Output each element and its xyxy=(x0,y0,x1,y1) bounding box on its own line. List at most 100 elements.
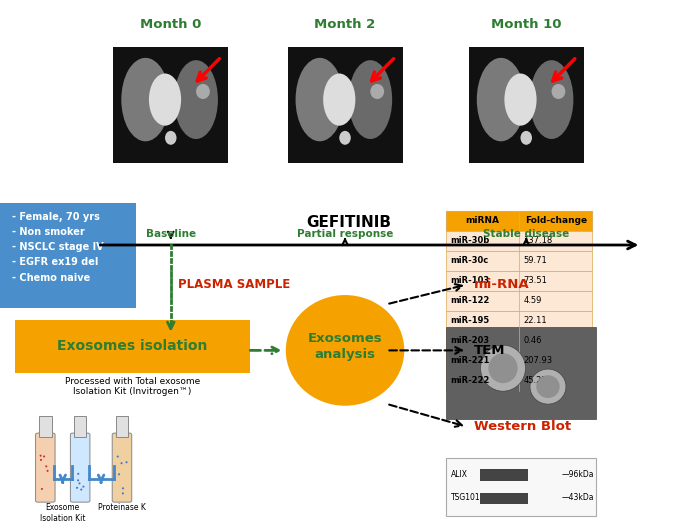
Ellipse shape xyxy=(348,60,392,139)
Ellipse shape xyxy=(40,455,42,457)
Text: mi-RNA: mi-RNA xyxy=(474,278,530,291)
FancyBboxPatch shape xyxy=(74,416,86,437)
Ellipse shape xyxy=(286,295,404,406)
Text: Stable disease: Stable disease xyxy=(483,229,569,239)
FancyBboxPatch shape xyxy=(36,433,55,502)
Text: 137.18: 137.18 xyxy=(523,237,553,246)
Text: GEFITINIB: GEFITINIB xyxy=(306,215,391,230)
FancyBboxPatch shape xyxy=(116,416,128,437)
Ellipse shape xyxy=(43,456,45,458)
FancyBboxPatch shape xyxy=(468,48,584,163)
Ellipse shape xyxy=(47,470,49,472)
Text: miR-30c: miR-30c xyxy=(450,256,489,265)
Text: miR-222: miR-222 xyxy=(450,376,489,385)
Ellipse shape xyxy=(480,345,526,391)
Ellipse shape xyxy=(536,375,560,398)
Text: Proteinase K: Proteinase K xyxy=(98,503,146,512)
Text: Baseline: Baseline xyxy=(146,229,196,239)
Ellipse shape xyxy=(149,73,181,126)
Ellipse shape xyxy=(477,58,525,142)
FancyBboxPatch shape xyxy=(113,48,229,163)
FancyBboxPatch shape xyxy=(480,469,528,481)
Text: 4.59: 4.59 xyxy=(523,296,542,305)
Text: 45.25: 45.25 xyxy=(523,376,547,385)
Ellipse shape xyxy=(323,73,355,126)
Text: miR-203: miR-203 xyxy=(450,336,489,345)
Text: miR-103: miR-103 xyxy=(450,276,489,285)
FancyBboxPatch shape xyxy=(70,433,90,502)
Text: Exosome
Isolation Kit: Exosome Isolation Kit xyxy=(40,503,86,523)
Ellipse shape xyxy=(370,84,384,99)
Text: 22.11: 22.11 xyxy=(523,316,547,325)
Ellipse shape xyxy=(551,84,565,99)
Ellipse shape xyxy=(116,456,118,458)
Text: - Female, 70 yrs
- Non smoker
- NSCLC stage IV
- EGFR ex19 del
- Chemo naive: - Female, 70 yrs - Non smoker - NSCLC st… xyxy=(12,212,103,282)
Text: Month 2: Month 2 xyxy=(314,17,376,31)
FancyBboxPatch shape xyxy=(446,251,592,271)
Ellipse shape xyxy=(165,131,176,145)
FancyBboxPatch shape xyxy=(446,311,592,331)
Text: Month 10: Month 10 xyxy=(491,17,562,31)
Text: —96kDa: —96kDa xyxy=(561,470,594,479)
Text: PLASMA SAMPLE: PLASMA SAMPLE xyxy=(178,278,290,291)
Text: miR-195: miR-195 xyxy=(450,316,489,325)
Ellipse shape xyxy=(45,465,47,467)
Ellipse shape xyxy=(174,60,218,139)
FancyBboxPatch shape xyxy=(446,331,592,351)
FancyBboxPatch shape xyxy=(446,271,592,291)
Ellipse shape xyxy=(41,488,43,490)
Text: 73.51: 73.51 xyxy=(523,276,547,285)
Ellipse shape xyxy=(339,131,351,145)
Text: Month 0: Month 0 xyxy=(140,17,201,31)
Ellipse shape xyxy=(122,492,124,494)
Text: miR-122: miR-122 xyxy=(450,296,489,305)
Ellipse shape xyxy=(196,84,210,99)
Text: 0.46: 0.46 xyxy=(523,336,542,345)
Ellipse shape xyxy=(121,462,123,464)
FancyBboxPatch shape xyxy=(112,433,132,502)
FancyBboxPatch shape xyxy=(446,371,592,391)
Ellipse shape xyxy=(489,353,518,383)
Text: TEM: TEM xyxy=(474,344,505,357)
Text: miR-221: miR-221 xyxy=(450,356,489,365)
Ellipse shape xyxy=(77,473,79,475)
Text: Exosomes
analysis: Exosomes analysis xyxy=(307,332,383,361)
Text: Fold-change: Fold-change xyxy=(525,216,587,225)
Ellipse shape xyxy=(76,487,78,489)
FancyBboxPatch shape xyxy=(446,458,596,516)
Ellipse shape xyxy=(521,131,532,145)
Text: ALIX: ALIX xyxy=(451,470,468,479)
Ellipse shape xyxy=(505,73,537,126)
Text: Exosomes isolation: Exosomes isolation xyxy=(57,340,208,353)
FancyBboxPatch shape xyxy=(446,327,596,419)
Ellipse shape xyxy=(530,60,574,139)
Text: TSG101: TSG101 xyxy=(451,493,481,502)
Ellipse shape xyxy=(125,461,128,464)
Text: miR-30b: miR-30b xyxy=(450,237,489,246)
FancyBboxPatch shape xyxy=(446,231,592,251)
Ellipse shape xyxy=(296,58,344,142)
FancyBboxPatch shape xyxy=(39,416,52,437)
FancyBboxPatch shape xyxy=(15,320,250,373)
Text: Partial response: Partial response xyxy=(297,229,393,239)
Ellipse shape xyxy=(77,479,79,482)
FancyBboxPatch shape xyxy=(0,203,136,308)
Text: 59.71: 59.71 xyxy=(523,256,547,265)
Text: —43kDa: —43kDa xyxy=(561,493,594,502)
Ellipse shape xyxy=(40,459,42,461)
FancyBboxPatch shape xyxy=(446,351,592,371)
Text: Processed with Total exosome
Isolation Kit (Invitrogen™): Processed with Total exosome Isolation K… xyxy=(65,377,200,396)
FancyBboxPatch shape xyxy=(446,211,592,231)
FancyBboxPatch shape xyxy=(446,291,592,311)
Ellipse shape xyxy=(530,369,566,404)
Ellipse shape xyxy=(79,483,81,485)
Ellipse shape xyxy=(80,488,82,491)
Text: miRNA: miRNA xyxy=(466,216,500,225)
FancyBboxPatch shape xyxy=(287,48,402,163)
Text: 207.93: 207.93 xyxy=(523,356,553,365)
Ellipse shape xyxy=(118,473,120,475)
Ellipse shape xyxy=(121,58,169,142)
Ellipse shape xyxy=(122,487,124,489)
FancyBboxPatch shape xyxy=(480,493,528,504)
Ellipse shape xyxy=(82,486,84,488)
